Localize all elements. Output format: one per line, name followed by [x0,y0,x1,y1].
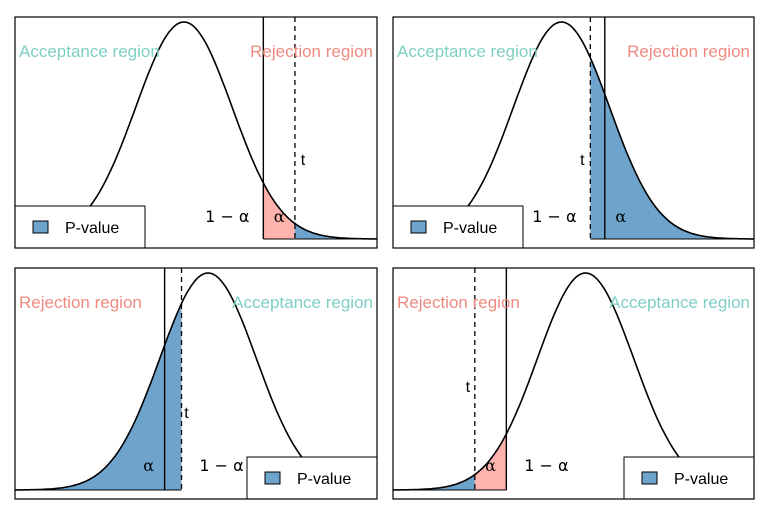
panel-frame [392,16,755,249]
chart-panel-4: Rejection region Acceptance region α 1 − α t… [392,267,755,500]
pvalue-region [15,303,182,490]
one-minus-alpha-label: 1 − α [199,456,243,475]
t-label: t [466,379,471,396]
alpha-label: α [143,456,154,475]
acceptance-region-label: Acceptance region [397,42,538,61]
t-label: t [580,152,585,169]
rejection-region-label: Rejection region [250,42,373,61]
panel-frame [14,267,378,500]
pvalue-region [393,474,475,490]
alpha-label: α [274,207,285,226]
rejection-region-label: Rejection region [397,293,520,312]
legend-label: P-value [297,471,351,488]
chart-panel-2: Acceptance region Rejection region α 1 − α t… [392,16,755,249]
legend-swatch [641,471,658,485]
legend-label: P-value [65,220,119,237]
legend: P-value [623,456,755,500]
panel-frame [14,16,378,249]
alpha-label: α [615,207,626,226]
t-label: t [184,405,189,422]
alpha-label: α [485,456,496,475]
legend: P-value [246,456,378,500]
rejection-region-label: Rejection region [627,42,750,61]
acceptance-region-label: Acceptance region [609,293,750,312]
acceptance-region-label: Acceptance region [19,42,160,61]
legend-label: P-value [443,220,497,237]
legend-swatch [32,220,49,234]
legend-swatch [264,471,281,485]
rejection-region-label: Rejection region [19,293,142,312]
pvalue-region [294,223,377,239]
panel-frame [392,267,755,500]
pvalue-region [590,57,754,240]
t-label: t [301,152,306,169]
one-minus-alpha-label: 1 − α [532,207,576,226]
legend: P-value [14,205,146,249]
chart-panel-3: Rejection region Acceptance region α 1 − α t… [14,267,378,500]
one-minus-alpha-label: 1 − α [205,207,249,226]
chart-panel-1: Acceptance region Rejection region α 1 − α t… [14,16,378,249]
one-minus-alpha-label: 1 − α [524,456,568,475]
legend-label: P-value [674,471,728,488]
legend-swatch [410,220,427,234]
acceptance-region-label: Acceptance region [232,293,373,312]
legend: P-value [392,205,524,249]
